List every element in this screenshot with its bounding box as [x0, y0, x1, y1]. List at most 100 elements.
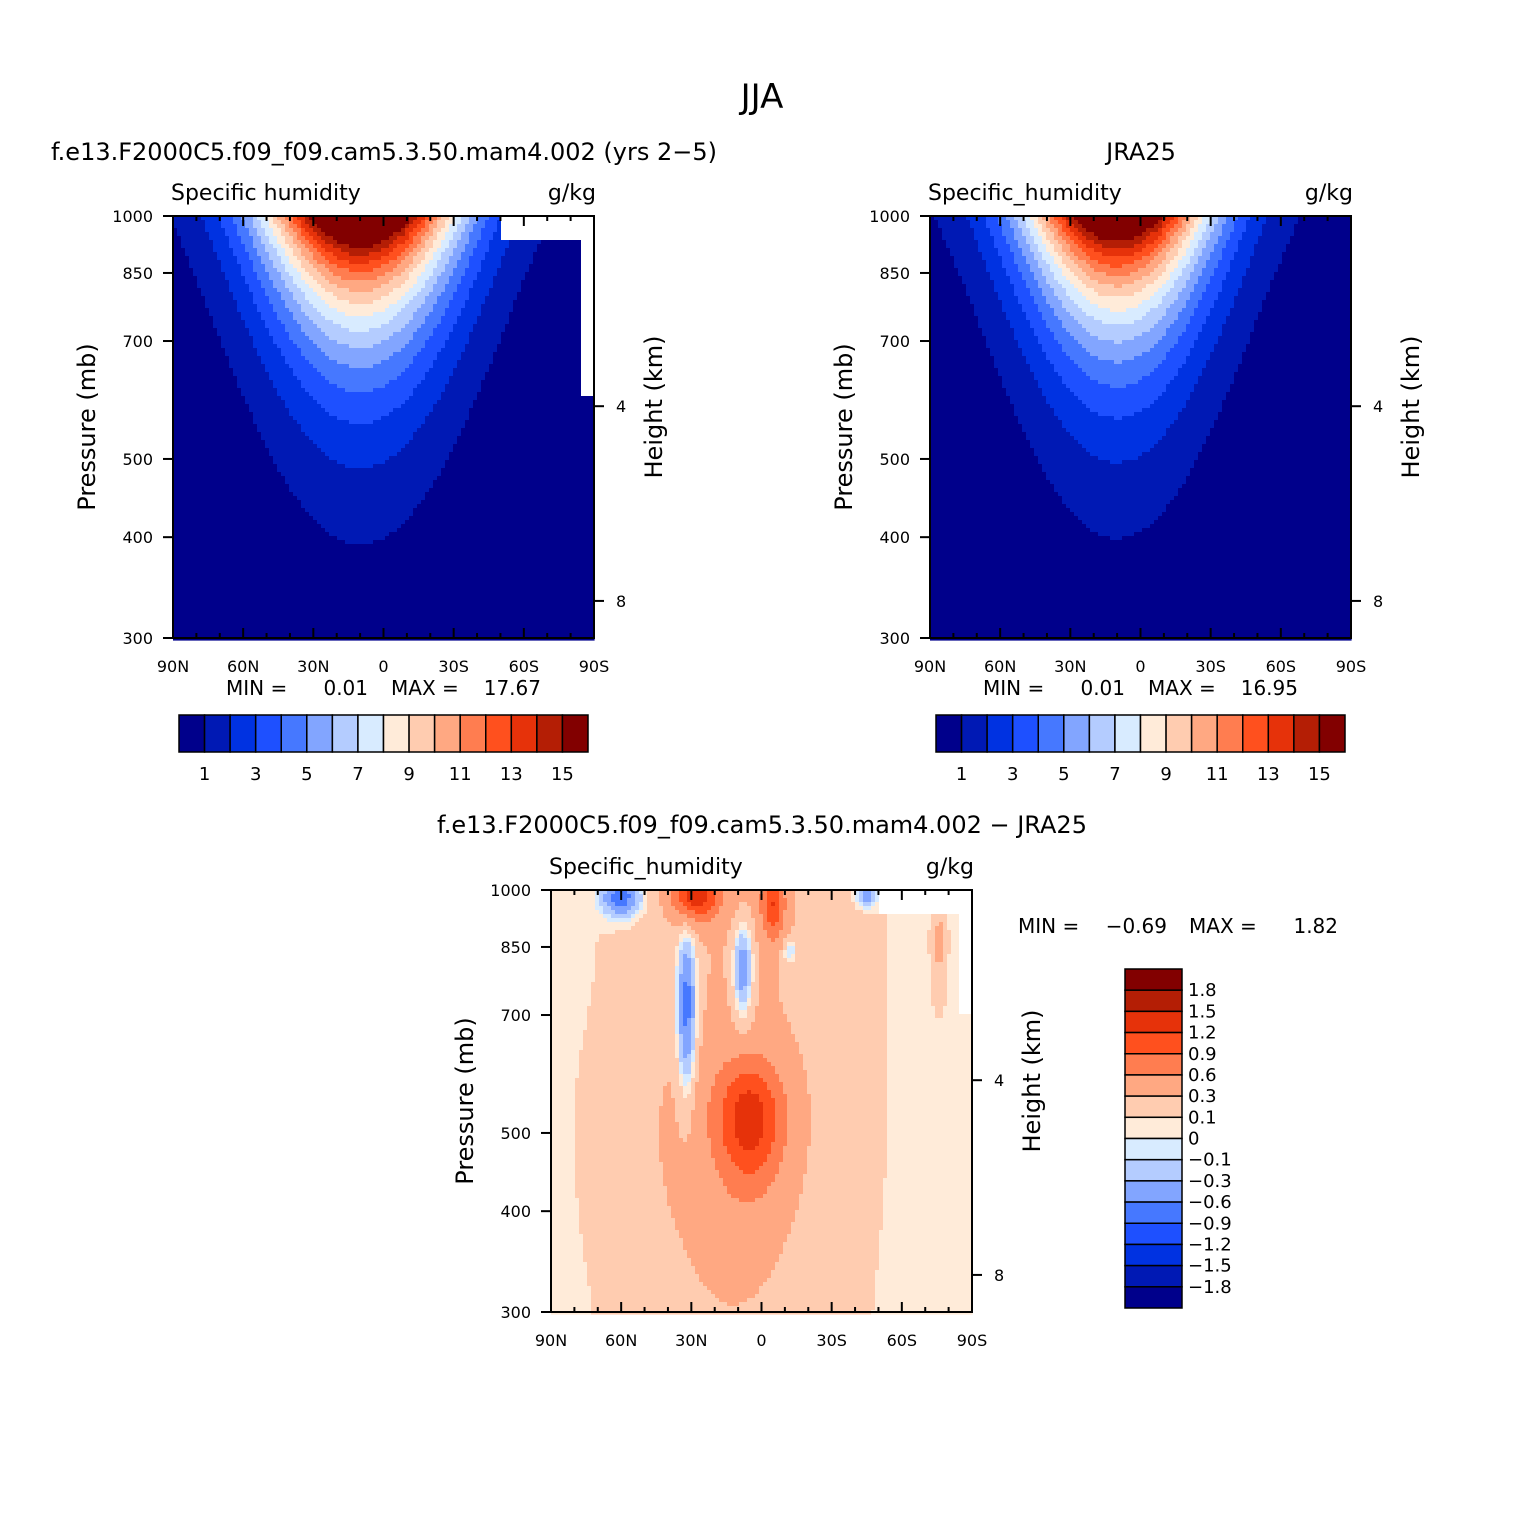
contour-cell: [269, 224, 278, 229]
contour-cell: [433, 332, 450, 337]
contour-cell: [551, 1010, 588, 1015]
contour-cell: [699, 938, 728, 943]
contour-cell: [449, 244, 458, 249]
contour-cell: [879, 906, 972, 911]
contour-cell: [1142, 288, 1159, 293]
contour-cell: [1114, 284, 1123, 289]
contour-cell: [1078, 264, 1091, 269]
contour-cell: [966, 292, 999, 297]
contour-cell: [1210, 352, 1243, 357]
contour-cell: [1034, 236, 1043, 241]
contour-cell: [181, 240, 214, 245]
colorbar-label: −1.8: [1188, 1277, 1232, 1298]
contour-cell: [257, 304, 274, 309]
contour-cell: [293, 368, 318, 373]
contour-cell: [497, 224, 502, 229]
contour-cell: [631, 918, 640, 923]
contour-cell: [1102, 244, 1135, 249]
contour-cell: [317, 248, 326, 253]
contour-cell: [883, 1218, 973, 1223]
contour-cell: [1190, 296, 1203, 301]
contour-cell: [1002, 384, 1039, 389]
contour-cell: [743, 1170, 756, 1175]
contour-cell: [1062, 244, 1071, 249]
contour-cell: [1226, 396, 1352, 401]
contour-cell: [1090, 256, 1143, 261]
contour-cell: [723, 1182, 772, 1187]
contour-cell: [883, 1198, 973, 1203]
contour-cell: [727, 994, 736, 999]
contour-cell: [1074, 336, 1099, 341]
contour-cell: [703, 1034, 796, 1039]
contour-cell: [575, 1086, 664, 1091]
contour-cell: [173, 308, 210, 313]
contour-cell: [1198, 228, 1207, 233]
contour-cell: [699, 974, 708, 979]
contour-cell: [1206, 364, 1239, 369]
contour-cell: [735, 942, 740, 947]
y-axis-right-label: Height (km): [1018, 1010, 1046, 1153]
contour-cell: [807, 1146, 888, 1151]
contour-cell: [305, 256, 314, 261]
contour-cell: [1182, 240, 1191, 245]
contour-cell: [1062, 272, 1075, 277]
contour-cell: [1014, 256, 1027, 261]
contour-cell: [473, 284, 494, 289]
contour-cell: [1202, 232, 1211, 237]
contour-cell: [309, 260, 318, 265]
contour-cell: [581, 276, 594, 281]
contour-cell: [581, 332, 594, 337]
contour-cell: [493, 360, 582, 365]
contour-cell: [679, 1002, 684, 1007]
contour-cell: [691, 1046, 696, 1051]
contour-cell: [695, 1070, 700, 1075]
contour-cell: [581, 372, 594, 377]
contour-cell: [986, 224, 1003, 229]
contour-cell: [261, 236, 270, 241]
contour-cell: [863, 890, 872, 895]
contour-cell: [1190, 352, 1211, 357]
contour-cell: [1098, 336, 1135, 341]
contour-cell: [551, 1118, 576, 1123]
contour-cell: [691, 1258, 780, 1263]
contour-cell: [1034, 296, 1047, 301]
contour-cell: [281, 296, 294, 301]
x-tick-label: 0: [378, 657, 388, 676]
contour-cell: [715, 1166, 740, 1171]
contour-cell: [429, 224, 438, 229]
contour-cell: [931, 994, 948, 999]
contour-cell: [579, 1210, 672, 1215]
contour-cell: [1058, 264, 1067, 269]
contour-cell: [173, 500, 302, 505]
contour-cell: [261, 284, 274, 289]
contour-cell: [1026, 256, 1035, 261]
contour-cell: [173, 556, 595, 561]
contour-cell: [1038, 460, 1111, 465]
contour-cell: [581, 296, 594, 301]
contour-cell: [1022, 308, 1039, 313]
contour-cell: [691, 1090, 696, 1095]
contour-cell: [1190, 272, 1203, 277]
contour-cell: [173, 520, 318, 525]
contour-cell: [1190, 232, 1195, 237]
contour-cell: [551, 1158, 576, 1163]
contour-cell: [579, 1054, 676, 1059]
contour-cell: [751, 978, 756, 983]
contour-cell: [551, 1166, 576, 1171]
contour-cell: [1026, 260, 1039, 265]
contour-cell: [457, 436, 595, 441]
contour-cell: [313, 304, 330, 309]
contour-cell: [583, 1034, 676, 1039]
contour-cell: [1178, 292, 1191, 297]
contour-cell: [1222, 404, 1352, 409]
contour-cell: [485, 372, 582, 377]
contour-cell: [675, 1222, 792, 1227]
contour-cell: [695, 942, 704, 947]
contour-cell: [1226, 320, 1255, 325]
contour-cell: [369, 252, 390, 257]
contour-cell: [1070, 236, 1079, 241]
contour-cell: [413, 268, 426, 273]
contour-cell: [489, 244, 510, 249]
contour-cell: [575, 1166, 664, 1171]
contour-cell: [449, 256, 462, 261]
